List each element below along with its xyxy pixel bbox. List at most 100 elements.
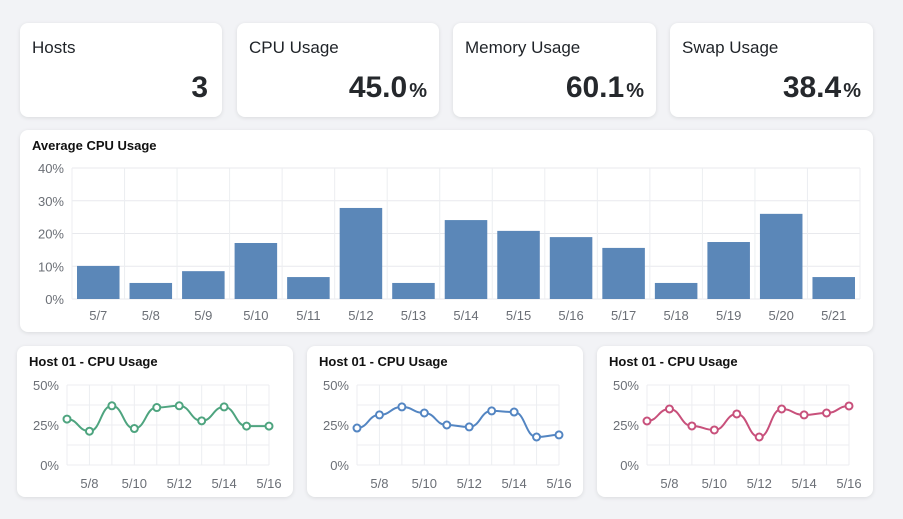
y-tick-label: 0% (330, 458, 349, 473)
x-tick-label: 5/19 (716, 308, 741, 323)
x-tick-label: 5/10 (412, 476, 437, 491)
bar (129, 282, 173, 299)
data-point (687, 421, 697, 431)
x-tick-label: 5/12 (457, 476, 482, 491)
stat-value: 60.1% (565, 71, 644, 104)
bar (287, 277, 330, 299)
host-cpu-line-chart: 0% 25% 50% 5/8 5/10 5/12 5/14 5/16 (613, 378, 862, 491)
data-point (732, 409, 742, 419)
data-point (374, 410, 384, 420)
x-tick-label: 5/16 (546, 476, 571, 491)
data-point (664, 404, 674, 414)
host-cpu-chart-card-3: Host 01 - CPU Usage 0% 25% 50% 5/8 5/10 5/12 5… (597, 346, 873, 497)
x-tick-label: 5/13 (401, 308, 426, 323)
stat-card-swap: Swap Usage 38.4% (670, 23, 873, 117)
host-cpu-line-chart: 0% 25% 50% 5/8 5/10 5/12 5/14 5/16 (323, 378, 572, 491)
bar (77, 265, 120, 299)
data-point (352, 423, 362, 433)
data-point (174, 401, 184, 411)
bar (392, 282, 435, 299)
data-point (419, 408, 429, 418)
host-cpu-chart-card-2: Host 01 - CPU Usage 0% 25% 50% 5/8 5/10 5/12 5… (307, 346, 583, 497)
data-point (777, 404, 787, 414)
x-tick-label: 5/16 (256, 476, 281, 491)
bar (759, 213, 803, 299)
x-tick-label: 5/9 (194, 308, 212, 323)
x-tick-label: 5/16 (558, 308, 583, 323)
data-point (709, 425, 719, 435)
x-tick-label: 5/18 (663, 308, 688, 323)
bar (339, 207, 383, 299)
series-line (646, 404, 850, 439)
data-point (554, 430, 564, 440)
x-tick-label: 5/20 (769, 308, 794, 323)
x-tick-label: 5/14 (453, 308, 478, 323)
stat-label: CPU Usage (249, 38, 339, 57)
x-tick-label: 5/16 (836, 476, 861, 491)
stat-value: 45.0% (348, 71, 427, 104)
y-tick-label: 0% (620, 458, 639, 473)
y-tick-label: 40% (38, 161, 64, 176)
chart-title: Host 01 - CPU Usage (609, 354, 738, 369)
data-point (197, 416, 207, 426)
data-point (264, 421, 274, 431)
series-line (356, 405, 560, 439)
data-point (844, 401, 854, 411)
stat-label: Swap Usage (682, 38, 779, 57)
stat-value: 3 (191, 71, 208, 104)
host-cpu-chart-card-1: Host 01 - CPU Usage 0% 25% 50% 5/8 5/10 5/12 5… (17, 346, 293, 497)
y-tick-label: 25% (33, 418, 59, 433)
data-point (799, 410, 809, 420)
x-tick-label: 5/10 (243, 308, 268, 323)
average-cpu-chart-card: Average CPU Usage 0% 10% 20% 30% 40% 5/7 5/8 5/… (20, 130, 873, 332)
bar (444, 220, 488, 299)
y-tick-label: 50% (323, 378, 349, 393)
bar (549, 237, 593, 299)
chart-title: Host 01 - CPU Usage (319, 354, 448, 369)
data-point (62, 414, 72, 424)
data-point (464, 422, 474, 432)
y-tick-label: 0% (45, 292, 64, 307)
data-point (219, 402, 229, 412)
data-point (242, 421, 252, 431)
y-tick-label: 50% (613, 378, 639, 393)
data-point (642, 416, 652, 426)
stat-label: Memory Usage (465, 38, 581, 57)
data-point (152, 403, 162, 413)
x-tick-label: 5/10 (122, 476, 147, 491)
data-point (509, 407, 519, 417)
bar (182, 271, 225, 299)
chart-title: Average CPU Usage (32, 138, 157, 153)
data-point (754, 432, 764, 442)
x-tick-label: 5/12 (747, 476, 772, 491)
data-point (822, 408, 832, 418)
x-tick-label: 5/15 (506, 308, 531, 323)
bar (812, 277, 855, 299)
x-tick-label: 5/12 (348, 308, 373, 323)
x-tick-label: 5/10 (702, 476, 727, 491)
bar (234, 242, 278, 299)
y-tick-label: 10% (38, 259, 64, 274)
y-tick-label: 25% (613, 418, 639, 433)
x-tick-label: 5/8 (370, 476, 388, 491)
x-tick-label: 5/21 (821, 308, 846, 323)
y-tick-label: 25% (323, 418, 349, 433)
bar (602, 247, 645, 299)
data-point (84, 426, 94, 436)
bar (497, 230, 540, 299)
bar (707, 242, 750, 299)
y-tick-label: 30% (38, 194, 64, 209)
stat-label: Hosts (32, 38, 76, 57)
y-tick-label: 0% (40, 458, 59, 473)
stat-card-hosts: Hosts 3 (20, 23, 222, 117)
average-cpu-bar-chart: 0% 10% 20% 30% 40% 5/7 5/8 5/9 5/10 5/11 5/12 5/13 5… (38, 161, 861, 323)
x-tick-label: 5/12 (167, 476, 192, 491)
x-tick-label: 5/7 (89, 308, 107, 323)
data-point (397, 402, 407, 412)
data-point (532, 432, 542, 442)
x-tick-label: 5/14 (211, 476, 236, 491)
data-point (442, 420, 452, 430)
data-point (129, 424, 139, 434)
series-line (66, 404, 269, 433)
x-tick-label: 5/8 (660, 476, 678, 491)
